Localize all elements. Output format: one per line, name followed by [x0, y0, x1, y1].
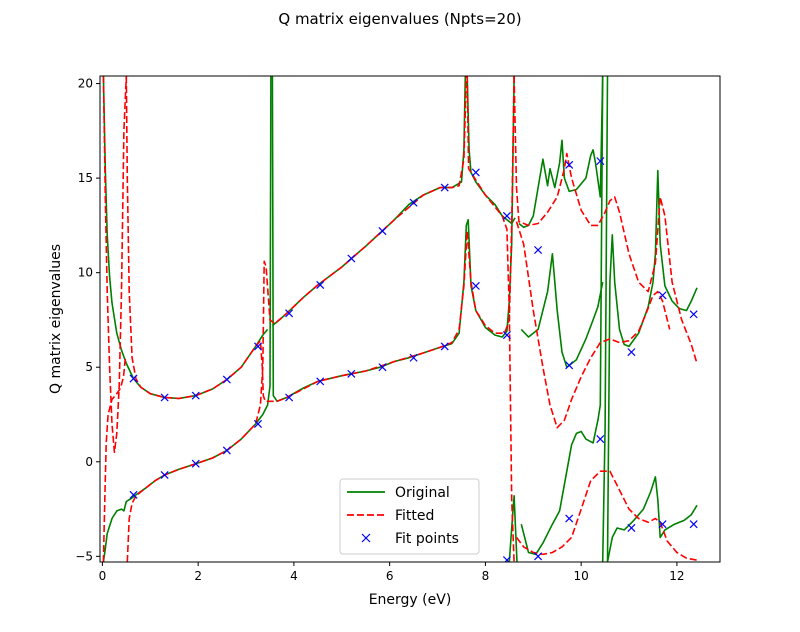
fitted-line: [515, 470, 698, 561]
x-tick-label: 0: [99, 569, 107, 583]
x-tick-label: 12: [669, 569, 684, 583]
fitted-line: [102, 357, 127, 562]
fit-point-marker: [409, 198, 418, 207]
plot-area: 0 2 4 6 8 10 12 −5 0 5 10 15 20: [75, 75, 721, 583]
plot-frame: [99, 75, 721, 563]
fit-point-marker: [689, 520, 698, 529]
original-line: [520, 253, 604, 368]
chart-title: Q matrix eigenvalues (Npts=20): [278, 10, 521, 28]
fitted-line: [102, 76, 128, 454]
y-tick-label: 10: [78, 266, 93, 280]
fit-point-marker: [440, 183, 449, 192]
fit-point-marker: [129, 490, 138, 499]
x-tick-label: 10: [574, 569, 589, 583]
fit-point-marker: [534, 245, 543, 255]
x-axis-ticks: 0 2 4 6 8 10 12: [99, 562, 685, 583]
original-line: [520, 76, 604, 556]
y-tick-label: 0: [85, 455, 93, 469]
y-axis-ticks: −5 0 5 10 15 20: [75, 77, 100, 563]
fit-point-marker: [160, 393, 169, 402]
fit-point-marker: [285, 393, 294, 402]
x-tick-label: 8: [482, 569, 490, 583]
fit-point-marker: [689, 310, 698, 319]
fit-point-marker: [222, 375, 231, 384]
series-layer: [102, 76, 698, 562]
fit-point-marker: [658, 520, 667, 529]
y-tick-label: −5: [75, 549, 93, 563]
fitted-line: [513, 76, 698, 364]
y-axis-label: Q matrix eigenvalues: [48, 244, 64, 394]
fitted-line: [125, 76, 515, 403]
fit-point-marker: [253, 342, 263, 351]
legend-fit-points-label: Fit points: [395, 531, 459, 547]
fit-point-marker: [471, 168, 480, 177]
legend-original-label: Original: [395, 485, 450, 501]
fitted-line: [126, 76, 468, 562]
fit-point-marker: [627, 348, 636, 357]
x-tick-label: 2: [194, 569, 202, 583]
y-tick-label: 15: [78, 171, 93, 185]
original-line: [606, 476, 698, 562]
original-line: [508, 495, 518, 562]
original-line: [518, 76, 604, 229]
fit-point-marker: [565, 361, 574, 370]
fit-point-marker: [160, 470, 169, 480]
fit-point-marker: [191, 391, 200, 400]
y-tick-label: 5: [85, 360, 93, 374]
x-tick-label: 4: [290, 569, 298, 583]
fit-point-marker: [285, 309, 294, 318]
original-line: [601, 76, 609, 562]
fit-point-marker: [440, 342, 449, 351]
fit-point-marker: [565, 160, 574, 169]
fit-point-marker: [316, 377, 325, 386]
x-tick-label: 6: [386, 569, 394, 583]
fit-point-marker: [316, 280, 325, 289]
x-axis-label: Energy (eV): [369, 592, 452, 608]
fit-point-marker: [596, 157, 605, 166]
fit-point-marker: [627, 523, 636, 532]
fit-point-marker: [347, 254, 356, 263]
fitted-line: [515, 221, 671, 429]
y-tick-label: 20: [78, 77, 93, 91]
fit-point-marker: [502, 211, 511, 220]
legend-fit-points-swatch: [361, 533, 371, 543]
fit-point-marker: [378, 363, 387, 372]
fit-point-marker: [347, 369, 356, 378]
fit-point-marker: [409, 353, 418, 362]
fit-point-marker: [534, 552, 543, 561]
fit-point-marker: [471, 281, 480, 290]
legend: Original Fitted Fit points: [339, 478, 480, 555]
fit-point-marker: [502, 331, 511, 340]
legend-box: [339, 478, 480, 555]
fit-point-marker: [129, 374, 138, 383]
fitted-line: [466, 76, 515, 562]
fit-point-marker: [191, 459, 200, 468]
fit-point-marker: [222, 446, 231, 455]
legend-fitted-label: Fitted: [395, 508, 434, 524]
fit-point-marker: [502, 556, 511, 562]
fit-point-marker: [658, 291, 667, 300]
fit-point-marker: [253, 419, 263, 428]
fit-point-marker: [596, 435, 605, 444]
fit-point-marker: [565, 514, 574, 523]
fit-point-marker: [378, 227, 387, 236]
